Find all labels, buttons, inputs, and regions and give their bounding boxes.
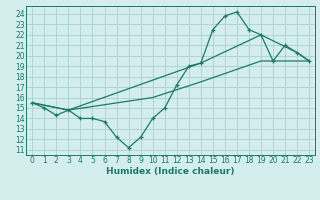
X-axis label: Humidex (Indice chaleur): Humidex (Indice chaleur) <box>107 167 235 176</box>
